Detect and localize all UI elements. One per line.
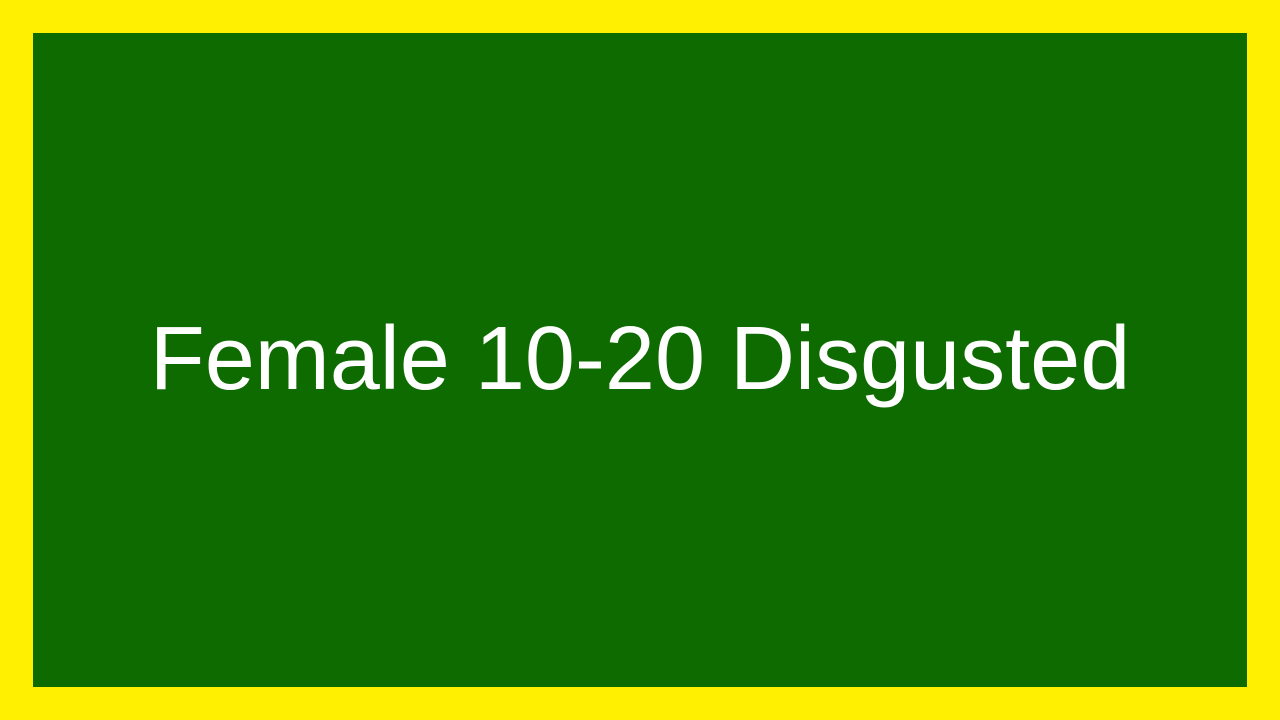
label-card: Female 10-20 Disgusted bbox=[33, 33, 1247, 687]
caption-text: Female 10-20 Disgusted bbox=[149, 309, 1131, 409]
